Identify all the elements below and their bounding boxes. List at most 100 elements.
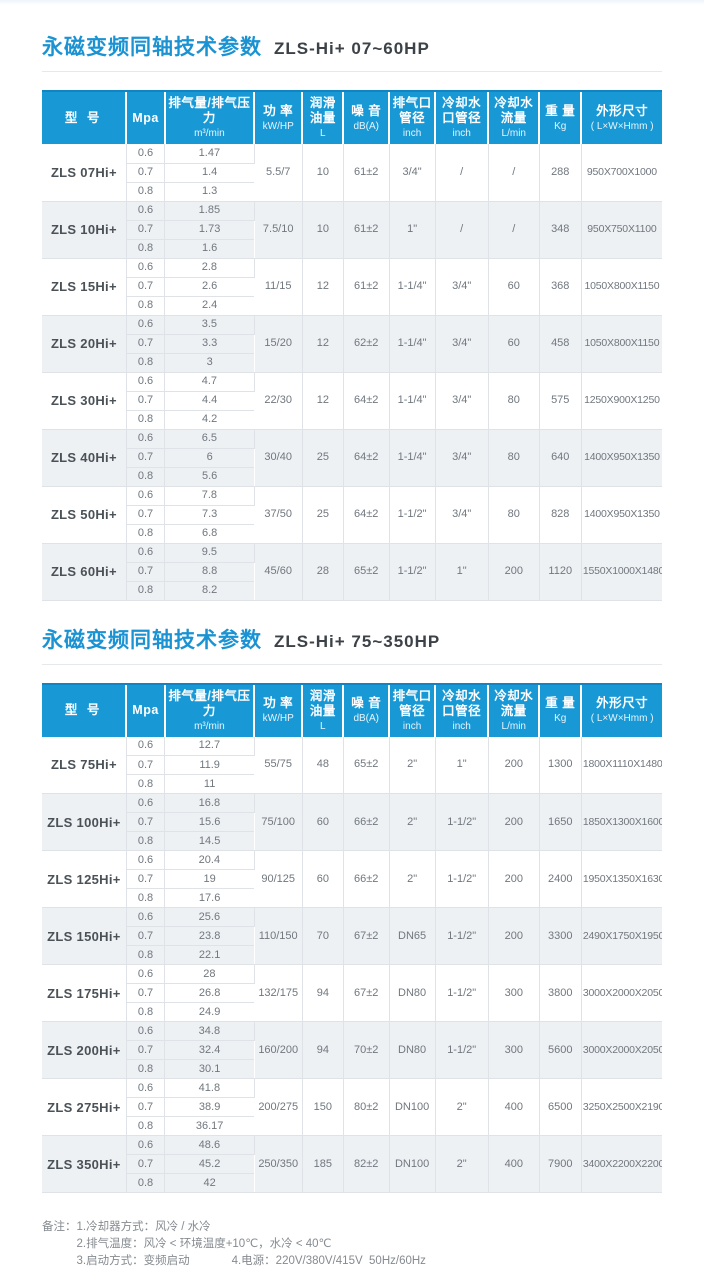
power-cell: 55/75 — [254, 736, 303, 794]
note-start-mode: 3.启动方式：变频启动 — [76, 1255, 190, 1267]
noise-cell: 64±2 — [343, 429, 390, 487]
column-header: 重 量 Kg — [538, 682, 582, 737]
model-cell: ZLS 60Hi+ — [42, 543, 127, 601]
column-header: 冷却水口管径 inch — [434, 90, 489, 144]
power-cell: 30/40 — [254, 429, 303, 487]
cooling-port-cell: 1" — [435, 736, 489, 794]
column-header: 型 号 — [42, 90, 127, 144]
flow-cell: 45.2 — [164, 1154, 255, 1174]
cooling-flow-cell: 300 — [488, 1021, 540, 1079]
cooling-flow-cell: 200 — [488, 907, 540, 965]
table-row: ZLS 40Hi+ 0.6 6.5 30/40 25 64±2 1-1/4" 3/4" 80 64… — [42, 429, 662, 487]
dimensions-cell: 1800X1110X1480 — [581, 736, 662, 794]
exhaust-pipe-cell: 1-1/4" — [389, 315, 436, 373]
cooling-flow-cell: 60 — [488, 258, 540, 316]
weight-cell: 640 — [539, 429, 582, 487]
weight-cell: 288 — [539, 144, 582, 202]
note-row: 1.冷却器方式：风冷 / 水冷 — [77, 1219, 426, 1236]
flow-cell: 4.4 — [164, 391, 255, 411]
table-row: 0.7 26.8 — [42, 983, 662, 1003]
power-cell: 132/175 — [254, 964, 303, 1022]
column-header: 冷却水流量 L/min — [487, 682, 540, 737]
dimensions-cell: 950X750X1100 — [581, 201, 662, 259]
table-row: 0.7 1.73 — [42, 220, 662, 240]
column-label: 型 号 — [64, 703, 103, 717]
flow-cell: 15.6 — [164, 812, 255, 832]
column-unit: L — [320, 128, 326, 139]
exhaust-pipe-cell: 1-1/4" — [389, 429, 436, 487]
table-row: ZLS 150Hi+ 0.6 25.6 110/150 70 67±2 DN65 1-1/2"… — [42, 907, 662, 965]
weight-cell: 7900 — [539, 1135, 582, 1193]
note-row: 3.启动方式：变频启动 4.电源：220V/380V/415V 50Hz/60H… — [77, 1253, 426, 1270]
flow-cell: 2.4 — [164, 296, 255, 316]
table-row: 0.7 38.9 — [42, 1097, 662, 1117]
note-power-supply: 4.电源：220V/380V/415V 50Hz/60Hz — [231, 1255, 426, 1267]
table-row: 0.7 19 — [42, 869, 662, 889]
cooling-port-cell: 1-1/2" — [435, 964, 489, 1022]
exhaust-pipe-cell: 1" — [389, 201, 436, 259]
pressure-cell: 0.7 — [126, 277, 166, 297]
flow-cell: 11.9 — [164, 755, 255, 775]
dimensions-cell: 1250X900X1250 — [581, 372, 662, 430]
column-header: 润滑油量 L — [301, 90, 344, 144]
table-row: 0.8 1.6 — [42, 239, 662, 259]
model-cell: ZLS 07Hi+ — [42, 144, 127, 202]
pressure-cell: 0.6 — [126, 1135, 166, 1155]
exhaust-pipe-cell: 1-1/4" — [389, 372, 436, 430]
cooling-flow-cell: 80 — [488, 372, 540, 430]
column-unit: ( L×W×Hmm ) — [590, 120, 654, 132]
pressure-cell: 0.8 — [126, 296, 166, 316]
pressure-cell: 0.7 — [126, 926, 166, 946]
column-header: 型 号 — [42, 682, 127, 737]
model-cell: ZLS 40Hi+ — [42, 429, 127, 487]
cooling-flow-cell: 80 — [488, 486, 540, 544]
model-cell: ZLS 200Hi+ — [42, 1021, 127, 1079]
table-row: 0.7 11.9 — [42, 755, 662, 775]
pressure-cell: 0.6 — [126, 144, 166, 164]
cooling-flow-cell: / — [488, 144, 540, 202]
column-label: 噪 音 — [351, 103, 382, 118]
pressure-cell: 0.6 — [126, 372, 166, 392]
flow-cell: 8.8 — [164, 562, 255, 582]
table-row: 0.7 8.8 — [42, 562, 662, 582]
column-unit: m³/min — [194, 128, 225, 139]
pressure-cell: 0.6 — [126, 258, 166, 278]
table-row: 0.8 36.17 — [42, 1116, 662, 1136]
oil-cell: 185 — [302, 1135, 344, 1193]
flow-cell: 28 — [164, 964, 255, 984]
table-row: ZLS 07Hi+ 0.6 1.47 5.5/7 10 61±2 3/4" //288 950X… — [42, 144, 662, 202]
footnotes: 备注： 1.冷却器方式：风冷 / 水冷 2.排气温度：风冷 < 环境温度+10℃… — [42, 1219, 662, 1270]
flow-cell: 2.8 — [164, 258, 255, 278]
weight-cell: 1120 — [539, 543, 582, 601]
flow-cell: 26.8 — [164, 983, 255, 1003]
pressure-cell: 0.7 — [126, 1040, 166, 1060]
flow-cell: 6.5 — [164, 429, 255, 449]
flow-cell: 16.8 — [164, 793, 255, 813]
table-row: 0.8 5.6 — [42, 467, 662, 487]
table-row: ZLS 20Hi+ 0.6 3.5 15/20 12 62±2 1-1/4" 3/4" 60 45… — [42, 315, 662, 373]
pressure-cell: 0.8 — [126, 410, 166, 430]
title-model-range: ZLS-Hi+ 07~60HP — [274, 39, 430, 58]
title-chinese: 永磁变频同轴技术参数 — [42, 36, 262, 59]
oil-cell: 12 — [302, 258, 344, 316]
oil-cell: 48 — [302, 736, 344, 794]
cooling-flow-cell: 200 — [488, 736, 540, 794]
flow-cell: 1.85 — [164, 201, 255, 221]
table-row: ZLS 100Hi+ 0.6 16.8 75/100 60 66±2 2" 1-1/2" 200… — [42, 793, 662, 851]
exhaust-pipe-cell: DN80 — [389, 1021, 436, 1079]
column-unit: m³/min — [194, 720, 225, 732]
noise-cell: 61±2 — [343, 258, 390, 316]
oil-cell: 150 — [302, 1078, 344, 1136]
flow-cell: 14.5 — [164, 831, 255, 851]
table-row: 0.8 6.8 — [42, 524, 662, 544]
table-row: 0.8 22.1 — [42, 945, 662, 965]
cooling-flow-cell: 60 — [488, 315, 540, 373]
pressure-cell: 0.7 — [126, 562, 166, 582]
table-row: ZLS 350Hi+ 0.6 48.6 250/350 185 82±2 DN100 2" 40… — [42, 1135, 662, 1193]
power-cell: 160/200 — [254, 1021, 303, 1079]
cooling-flow-cell: / — [488, 201, 540, 259]
flow-cell: 7.3 — [164, 505, 255, 525]
noise-cell: 65±2 — [343, 543, 390, 601]
dimensions-cell: 3400X2200X2200 — [581, 1135, 662, 1193]
